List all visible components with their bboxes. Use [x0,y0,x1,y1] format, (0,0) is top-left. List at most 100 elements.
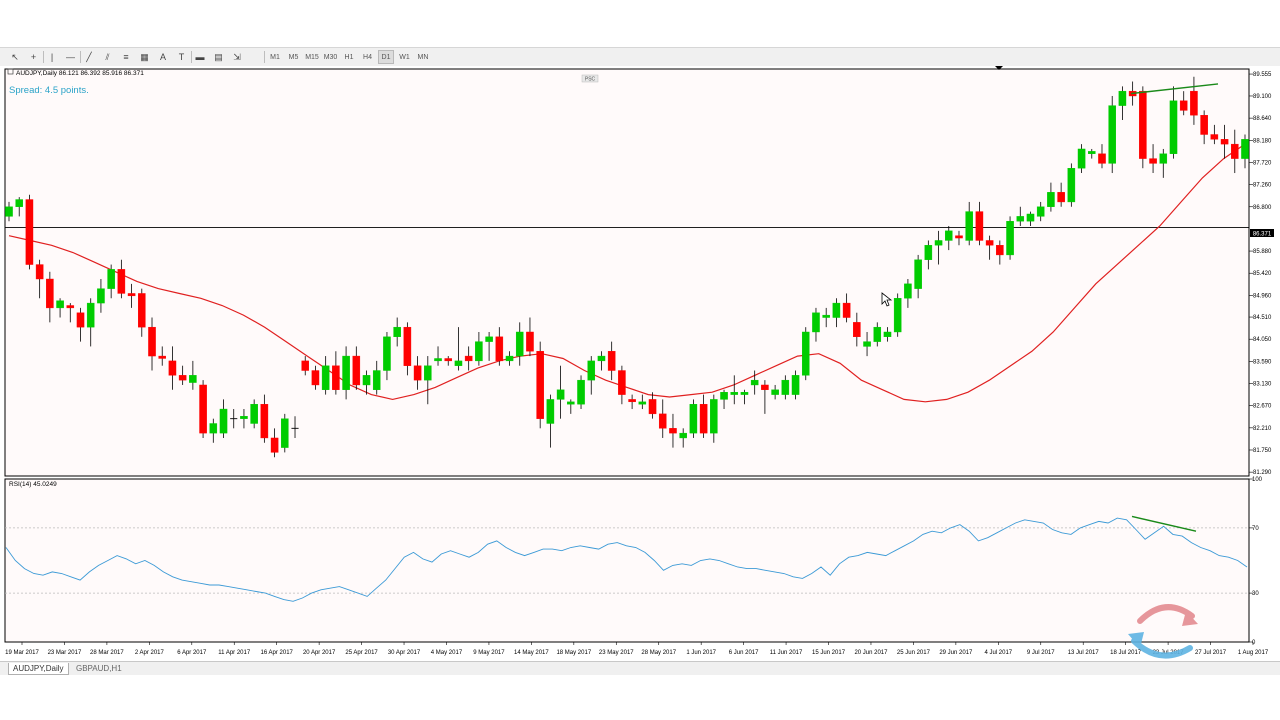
candle [230,409,238,429]
timeframe-h4-button[interactable]: H4 [363,53,372,61]
candle [413,356,422,390]
timeframe-m1-button[interactable]: M1 [270,53,280,61]
candle [648,392,657,419]
tab-audjpy-daily[interactable]: AUDJPY,Daily [8,663,69,675]
candle [730,375,739,405]
candle [1108,95,1116,174]
text-label-icon[interactable]: T [178,52,185,62]
rsi-y-tick-label: 30 [1252,591,1259,597]
tab-gbpaud-h1[interactable]: GBPAUD,H1 [76,664,122,673]
y-tick-label: 84.510 [1253,315,1272,321]
candle [975,201,984,246]
candle [1169,86,1178,159]
y-tick-label: 87.260 [1253,183,1272,189]
y-tick-label: 81.290 [1253,470,1272,476]
spread-label: Spread: 4.5 points. [9,85,89,96]
channel-icon[interactable]: ⫽ [105,51,110,62]
x-tick-label: 28 Mar 2017 [90,650,124,656]
grid-icon[interactable]: ▤ [214,51,223,62]
candle [199,380,207,438]
timeframe-d1-button[interactable]: D1 [378,50,394,64]
x-tick-label: 25 Jun 2017 [897,650,931,656]
candle [832,298,841,328]
shift-marker-icon[interactable] [995,66,1003,70]
timeframe-mn-button[interactable]: MN [417,53,429,61]
candle [1190,76,1198,125]
candle [240,409,248,429]
rsi-trendline[interactable] [1131,515,1197,532]
candle [740,389,749,405]
candle [1006,216,1014,260]
candle [863,331,871,357]
candle [5,201,13,222]
timeframe-m15-button[interactable]: M15 [305,53,319,61]
horizontal-line-icon[interactable]: — [66,52,75,62]
x-tick-label: 30 Apr 2017 [388,650,421,656]
candle [301,356,310,376]
candle [822,307,830,328]
candle [965,201,973,246]
candle [1016,206,1025,227]
candle [1179,91,1188,116]
candle [1241,134,1249,169]
chart-area[interactable]: 89.555 89.100 88.640 88.180 87.720 87.260 86.8… [0,66,1280,660]
price-trendline[interactable] [1130,83,1219,95]
candle [607,341,616,381]
timeframe-m30-button[interactable]: M30 [323,53,338,61]
candle [710,394,718,443]
current-price-tag: 86.371 [1250,229,1274,238]
x-tick-label: 2 Apr 2017 [135,650,165,656]
candle [35,259,44,299]
rectangle-icon[interactable]: ▬ [195,52,205,62]
symbol-marker-icon [7,68,14,75]
candle [434,346,442,366]
candle [403,322,412,376]
candle [117,259,126,299]
candle [791,370,800,400]
candle [1118,86,1127,121]
text-icon[interactable]: A [159,52,166,62]
candle [750,370,759,395]
mouse-cursor-icon [881,292,893,307]
trendline-icon[interactable]: ╱ [86,51,92,62]
candle [495,327,504,366]
toolbar-separator [80,51,81,63]
psc-badge: PSC [581,74,599,83]
candle [250,399,258,429]
candle [842,293,851,323]
candle [352,346,361,390]
y-tick-label: 86.800 [1253,205,1272,211]
candle [577,375,585,410]
candle [761,380,769,414]
timeframe-w1-button[interactable]: W1 [399,53,410,61]
candle [56,298,64,318]
y-tick-label: 88.180 [1253,138,1272,144]
x-tick-label: 9 Jul 2017 [1027,650,1055,656]
candle [383,331,391,381]
toolbar-separator [264,51,265,63]
candle [679,428,687,448]
candle [1200,110,1208,145]
fibo-icon[interactable]: ≡ [123,52,129,62]
candle [219,399,228,438]
candle [812,307,820,342]
crosshair-icon[interactable]: + [30,52,37,62]
candle [97,279,105,313]
cursor-icon[interactable]: ↖ [11,51,19,62]
rsi-line [5,517,1248,602]
candle [801,327,810,381]
candle [46,271,54,323]
timeframe-m5-button[interactable]: M5 [288,53,299,61]
y-tick-label: 85.880 [1253,249,1272,255]
x-tick-label: 1 Aug 2017 [1238,650,1269,656]
y-tick-label: 87.720 [1253,160,1272,166]
fibo-fan-icon[interactable]: ▦ [140,51,149,62]
vertical-line-icon[interactable]: | [50,52,54,62]
candle [618,365,626,405]
candle [699,394,708,438]
candle [86,298,95,347]
arrows-icon[interactable]: ⇲ [233,51,241,62]
timeframe-h1-button[interactable]: H1 [344,53,354,61]
candle [321,356,330,395]
x-tick-label: 14 May 2017 [514,650,549,656]
